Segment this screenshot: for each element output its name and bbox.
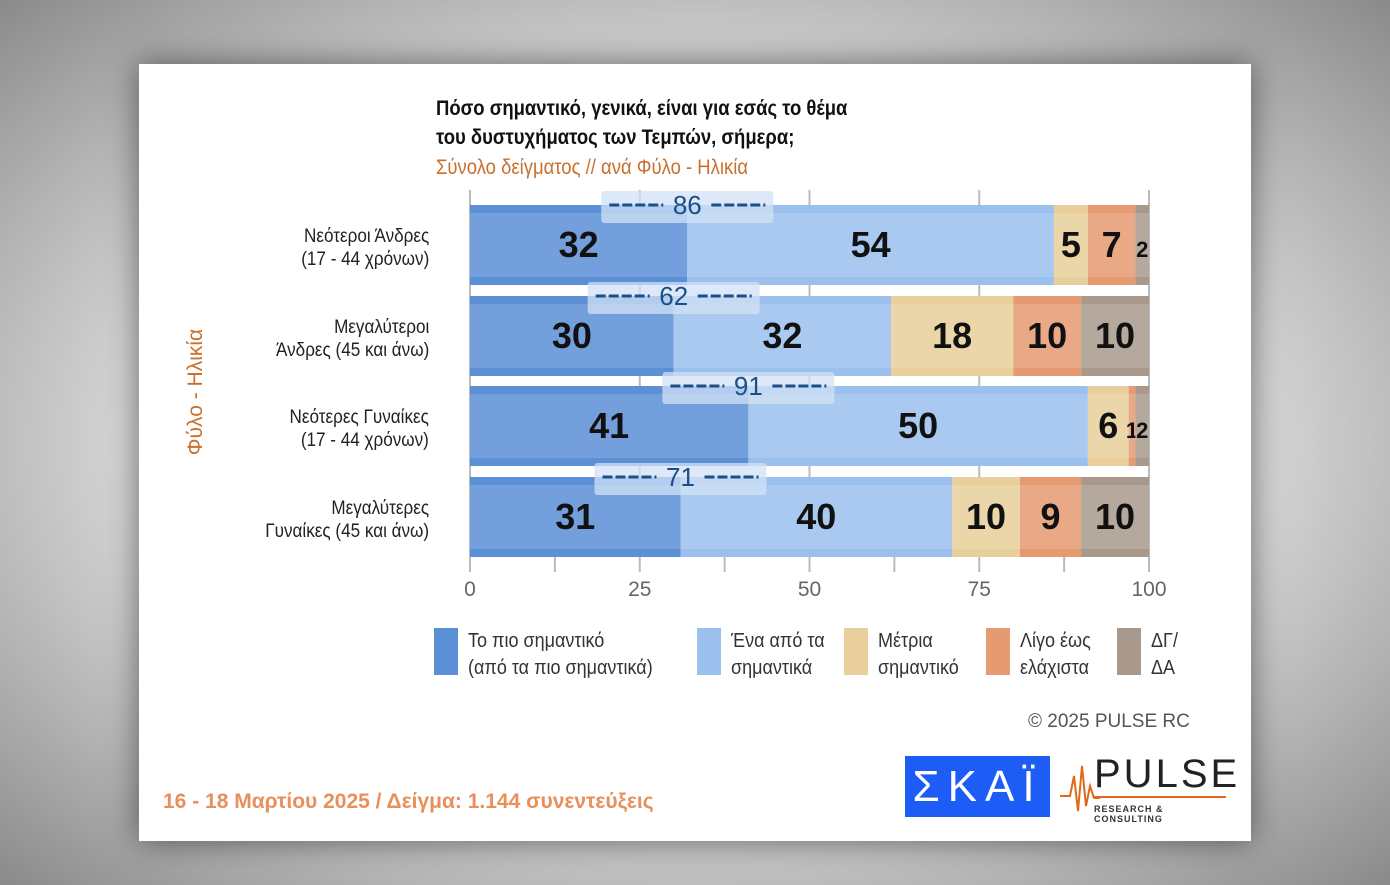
data-label: 50: [898, 405, 938, 446]
total-label: 86: [673, 190, 702, 220]
data-label: 7: [1102, 224, 1122, 265]
data-label: 30: [552, 315, 592, 356]
total-badge: [594, 463, 767, 495]
data-label: 1: [1126, 418, 1138, 443]
legend-label: Το πιο σημαντικό (από τα πιο σημαντικά): [468, 630, 653, 679]
x-tick-label: 100: [1131, 578, 1166, 601]
data-label: 32: [762, 315, 802, 356]
category-label-line: Άνδρες (45 και άνω): [275, 340, 429, 361]
pulse-wordmark: PULSE: [1094, 752, 1241, 796]
pulse-tagline: RESEARCH & CONSULTING: [1094, 804, 1164, 824]
data-label: 5: [1061, 224, 1081, 265]
category-label: Νεότεροι Άνδρες (17 - 44 χρόνων): [301, 225, 429, 271]
x-tick-label: 75: [968, 578, 991, 601]
pulse-logo: PULSE RESEARCH & CONSULTING: [1060, 752, 1237, 824]
category-label-line: (17 - 44 χρόνων): [300, 430, 429, 451]
data-label: 6: [1098, 405, 1118, 446]
data-label: 10: [1095, 315, 1135, 356]
x-tick-label: 25: [628, 578, 651, 601]
bar-segment: [1013, 296, 1082, 376]
data-label: 2: [1136, 237, 1148, 262]
bar-segment: [1128, 386, 1136, 466]
legend-swatch: [434, 628, 458, 675]
total-badge: [662, 372, 835, 404]
data-label: 10: [1095, 496, 1135, 537]
total-label: 91: [734, 371, 763, 401]
x-tick-label: 0: [464, 578, 476, 601]
total-badge: [587, 282, 760, 314]
legend-swatch: [986, 628, 1010, 675]
category-label-line: Γυναίκες (45 και άνω): [265, 521, 429, 542]
category-label-line: Μεγαλύτερες: [331, 498, 429, 519]
x-tick-label: 50: [798, 578, 821, 601]
category-label: Μεγαλύτεροι Άνδρες (45 και άνω): [276, 316, 429, 362]
category-label-line: Νεότερες Γυναίκες: [289, 407, 429, 428]
category-label-line: (17 - 44 χρόνων): [300, 249, 429, 270]
total-badge: [601, 191, 774, 223]
chart-title-line2: του δυστυχήματος των Τεμπών, σήμερα;: [436, 126, 795, 149]
category-label: Νεότερες Γυναίκες (17 - 44 χρόνων): [290, 406, 429, 452]
data-label: 9: [1041, 496, 1061, 537]
skai-logo: ΣΚΑΪ: [905, 756, 1050, 817]
data-label: 32: [559, 224, 599, 265]
data-label: 2: [1136, 418, 1148, 443]
legend-label: Ένα από τα σημαντικά: [731, 630, 825, 679]
bar-segment: [1081, 477, 1149, 557]
chart-subtitle: Σύνολο δείγματος // ανά Φύλο - Ηλικία: [436, 156, 749, 179]
chart-title-line1: Πόσο σημαντικό, γενικά, είναι για εσάς τ…: [436, 97, 848, 120]
data-label: 41: [589, 405, 629, 446]
bar-segment: [952, 477, 1020, 557]
fieldwork-note: 16 - 18 Μαρτίου 2025 / Δείγμα: 1.144 συν…: [163, 790, 654, 813]
legend-label: Λίγο έως ελάχιστα: [1020, 630, 1091, 679]
bar-segment: [1087, 205, 1136, 285]
total-label: 62: [659, 281, 688, 311]
bar-segment: [1087, 386, 1129, 466]
bar-segment: [1081, 296, 1149, 376]
category-label-line: Μεγαλύτεροι: [333, 317, 429, 338]
data-label: 40: [796, 496, 836, 537]
data-label: 10: [1027, 315, 1067, 356]
total-label: 71: [666, 462, 695, 492]
bar-segment: [1135, 205, 1149, 285]
category-label-line: Νεότεροι Άνδρες: [303, 226, 429, 247]
data-label: 31: [555, 496, 595, 537]
data-label: 10: [966, 496, 1006, 537]
legend-label: Μέτρια σημαντικό: [878, 630, 959, 679]
bar-segment: [890, 296, 1014, 376]
copyright: © 2025 PULSE RC: [1028, 711, 1190, 732]
legend-label: ΔΓ/ΔΑ: [1151, 630, 1178, 679]
bar-segment: [1053, 205, 1088, 285]
legend-swatch: [1117, 628, 1141, 675]
bar-segment: [1135, 386, 1149, 466]
data-label: 54: [851, 224, 891, 265]
category-label: Μεγαλύτερες Γυναίκες (45 και άνω): [265, 497, 429, 543]
bar-segment: [1019, 477, 1082, 557]
legend-swatch: [844, 628, 868, 675]
legend-swatch: [697, 628, 721, 675]
data-label: 18: [932, 315, 972, 356]
